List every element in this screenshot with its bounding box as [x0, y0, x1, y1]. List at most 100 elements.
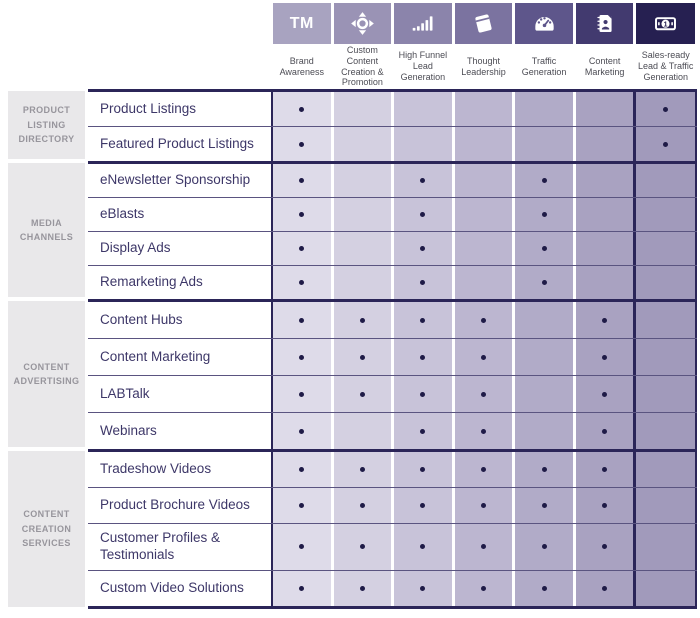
matrix-cell-content-marketing: [575, 452, 637, 487]
matrix-cell-high-funnel-lead-generation: [394, 232, 455, 265]
matrix-cell-high-funnel-lead-generation: [394, 302, 455, 338]
matrix-cell-brand-awareness: [273, 302, 334, 338]
row-cells: [271, 376, 697, 412]
table-group: CONTENT CREATION SERVICES Tradeshow Video…: [8, 449, 697, 609]
dot-marker: [420, 280, 426, 285]
matrix-cell-high-funnel-lead-generation: [394, 266, 455, 299]
row-label: eNewsletter Sponsorship: [88, 164, 271, 197]
table-row: Product Brochure Videos: [88, 488, 697, 524]
column-header-thought-leadership: Thought Leadership: [461, 55, 506, 77]
svg-text:1: 1: [664, 19, 668, 28]
matrix-cell-custom-content-creation-promotion: [333, 302, 395, 338]
matrix-cell-sales-ready-lead-traffic-generation: [636, 376, 697, 412]
dot-marker: [541, 544, 547, 550]
matrix-cell-traffic-generation: [515, 164, 576, 197]
row-label: Remarketing Ads: [88, 266, 271, 299]
group-label: PRODUCT LISTING DIRECTORY: [8, 91, 85, 159]
row-cells: [271, 302, 697, 338]
row-cells: [271, 413, 697, 449]
matrix-cell-high-funnel-lead-generation: [394, 413, 455, 449]
table-row: Display Ads: [88, 232, 697, 266]
matrix-cell-brand-awareness: [273, 376, 334, 412]
matrix-cell-brand-awareness: [273, 570, 334, 606]
group-rows: Product Listings Featured Product Listing…: [88, 89, 697, 161]
matrix-cell-sales-ready-lead-traffic-generation: [636, 413, 697, 449]
matrix-cell-custom-content-creation-promotion: [333, 570, 395, 606]
dot-marker: [541, 585, 547, 591]
matrix-cell-brand-awareness: [273, 164, 334, 197]
matrix-cell-brand-awareness: [273, 488, 334, 523]
matrix-cell-content-marketing: [575, 164, 637, 197]
matrix-cell-high-funnel-lead-generation: [394, 452, 455, 487]
matrix-cell-thought-leadership: [454, 302, 516, 338]
dot-marker: [299, 544, 305, 550]
matrix-cell-traffic-generation: [515, 198, 576, 231]
matrix-cell-thought-leadership: [454, 232, 516, 265]
matrix-cell-sales-ready-lead-traffic-generation: [636, 488, 697, 523]
dot-marker: [299, 178, 305, 183]
column-header-row: Brand Awareness Custom Content Creation …: [271, 44, 697, 89]
dot-marker: [541, 503, 547, 508]
column-icon-box-custom-content: [333, 3, 395, 44]
matrix-cell-high-funnel-lead-generation: [394, 198, 455, 231]
matrix-cell-thought-leadership: [454, 452, 516, 487]
row-label: Content Hubs: [88, 302, 271, 338]
dot-marker: [480, 354, 486, 360]
matrix-cell-brand-awareness: [273, 266, 334, 299]
row-cells: [271, 452, 697, 487]
gauge-icon: [534, 17, 554, 31]
matrix-cell-brand-awareness: [273, 92, 334, 126]
dot-marker: [299, 246, 305, 251]
matrix-cell-content-marketing: [575, 302, 637, 338]
dot-marker: [420, 354, 426, 360]
row-label: Product Listings: [88, 92, 271, 126]
column-icon-box-traffic-generation: [515, 3, 576, 44]
matrix-cell-traffic-generation: [515, 339, 576, 375]
dot-marker: [359, 391, 365, 397]
column-icon-box-sales-ready: 1: [636, 3, 697, 44]
dot-marker: [663, 106, 669, 112]
matrix-cell-custom-content-creation-promotion: [333, 339, 395, 375]
matrix-cell-custom-content-creation-promotion: [333, 232, 395, 265]
matrix-cell-content-marketing: [575, 488, 637, 523]
matrix-cell-traffic-generation: [515, 524, 576, 570]
column-icon-box-content-marketing: [575, 3, 637, 44]
matrix-cell-brand-awareness: [273, 339, 334, 375]
matrix-cell-brand-awareness: [273, 198, 334, 231]
table-group: PRODUCT LISTING DIRECTORY Product Listing…: [8, 89, 697, 161]
table-group: MEDIA CHANNELS eNewsletter Sponsorship eBl…: [8, 161, 697, 299]
matrix-cell-sales-ready-lead-traffic-generation: [636, 164, 697, 197]
table-row: Tradeshow Videos: [88, 452, 697, 488]
matrix-cell-thought-leadership: [454, 164, 516, 197]
dot-marker: [299, 428, 305, 434]
matrix-cell-thought-leadership: [454, 524, 516, 570]
matrix-cell-high-funnel-lead-generation: [394, 92, 455, 126]
group-rows: eNewsletter Sponsorship eBlasts Display Ad…: [88, 161, 697, 299]
matrix-cell-high-funnel-lead-generation: [394, 127, 455, 161]
row-label: Content Marketing: [88, 339, 271, 375]
dot-marker: [541, 467, 547, 472]
matrix-cell-thought-leadership: [454, 413, 516, 449]
dot-marker: [602, 428, 608, 434]
dot-marker: [359, 503, 365, 508]
matrix-cell-custom-content-creation-promotion: [333, 198, 395, 231]
matrix-cell-brand-awareness: [273, 127, 334, 161]
table-row: LABTalk: [88, 376, 697, 413]
dot-marker: [602, 354, 608, 360]
matrix-cell-traffic-generation: [515, 266, 576, 299]
dot-marker: [663, 141, 669, 147]
dot-marker: [359, 585, 365, 591]
dot-marker: [602, 317, 608, 323]
matrix-cell-brand-awareness: [273, 232, 334, 265]
dot-marker: [420, 503, 426, 508]
matrix-cell-content-marketing: [575, 376, 637, 412]
matrix-cell-brand-awareness: [273, 524, 334, 570]
dot-marker: [299, 354, 305, 360]
row-cells: [271, 570, 697, 606]
matrix-cell-content-marketing: [575, 570, 637, 606]
dot-marker: [541, 280, 547, 285]
matrix-cell-thought-leadership: [454, 488, 516, 523]
matrix-cell-thought-leadership: [454, 570, 516, 606]
row-cells: [271, 524, 697, 570]
